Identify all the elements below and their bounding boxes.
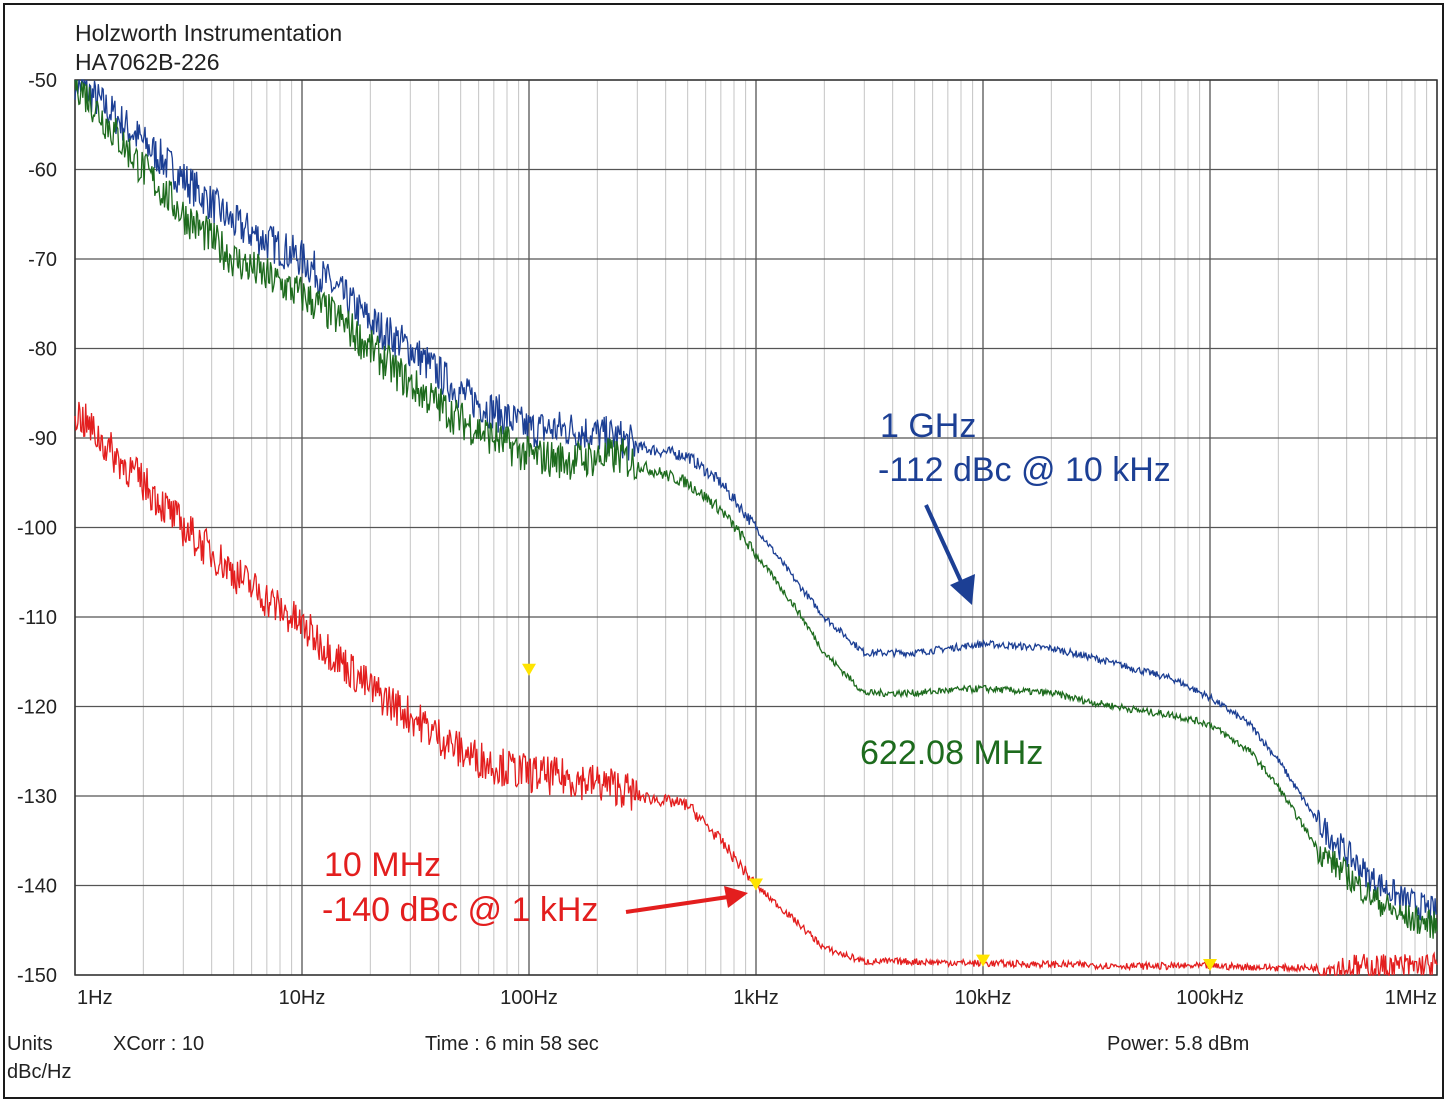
- x-tick-label: 100kHz: [1176, 987, 1244, 1009]
- marker-triangle: [1203, 959, 1217, 972]
- units-value: dBc/Hz: [7, 1061, 72, 1083]
- model-number: HA7062B-226: [75, 49, 220, 75]
- x-tick-label: 10kHz: [955, 987, 1012, 1009]
- y-tick-label: -140: [17, 876, 57, 898]
- y-tick-label: -130: [17, 786, 57, 808]
- marker-triangle: [522, 663, 536, 676]
- y-tick-label: -100: [17, 518, 57, 540]
- units-label: Units: [7, 1033, 53, 1055]
- annotation-red-line2: -140 dBc @ 1 kHz: [322, 891, 598, 929]
- plot-border: [74, 79, 1438, 976]
- y-tick-label: -90: [28, 428, 57, 450]
- y-tick-label: -120: [17, 697, 57, 719]
- annotations: 1 GHz -112 dBc @ 10 kHz 622.08 MHz 10 MH…: [322, 407, 1171, 929]
- time-readout: Time : 6 min 58 sec: [425, 1033, 599, 1055]
- y-tick-label: -150: [17, 965, 57, 987]
- arrow-red-shaft: [625, 895, 729, 914]
- power-readout: Power: 5.8 dBm: [1107, 1033, 1250, 1055]
- x-tick-label: 100Hz: [500, 987, 558, 1009]
- y-tick-label: -80: [28, 339, 57, 361]
- annotation-green-label: 622.08 MHz: [860, 734, 1043, 772]
- series-group: [74, 78, 1438, 976]
- y-tick-label: -70: [28, 249, 57, 271]
- y-tick-label: -110: [18, 607, 57, 629]
- annotation-blue-line2: -112 dBc @ 10 kHz: [878, 451, 1171, 489]
- y-tick-label: -60: [28, 160, 57, 182]
- y-tick-label: -50: [28, 70, 57, 92]
- tick-labels: -50 -60 -70 -80 -90 -100 -110 -120 -130 -140 -150 1…: [17, 70, 1437, 1009]
- x-tick-label: 1MHz: [1385, 987, 1437, 1009]
- xcorr-readout: XCorr : 10: [113, 1033, 205, 1055]
- arrow-blue-head: [950, 574, 975, 605]
- x-tick-label: 1kHz: [733, 987, 779, 1009]
- series-line-1: [74, 78, 1438, 922]
- x-tick-label: 10Hz: [279, 987, 326, 1009]
- x-tick-label: 1Hz: [77, 987, 113, 1009]
- arrow-red-head: [724, 886, 748, 908]
- arrow-blue-shaft: [924, 504, 966, 589]
- marker-triangle: [976, 954, 990, 967]
- chart-frame: [3, 3, 1444, 1099]
- series-line-2: [74, 79, 1438, 939]
- company-name: Holzworth Instrumentation: [75, 20, 343, 46]
- marker-triangle: [749, 878, 763, 891]
- annotation-blue-line1: 1 GHz: [880, 407, 976, 445]
- annotation-red-line1: 10 MHz: [324, 846, 441, 884]
